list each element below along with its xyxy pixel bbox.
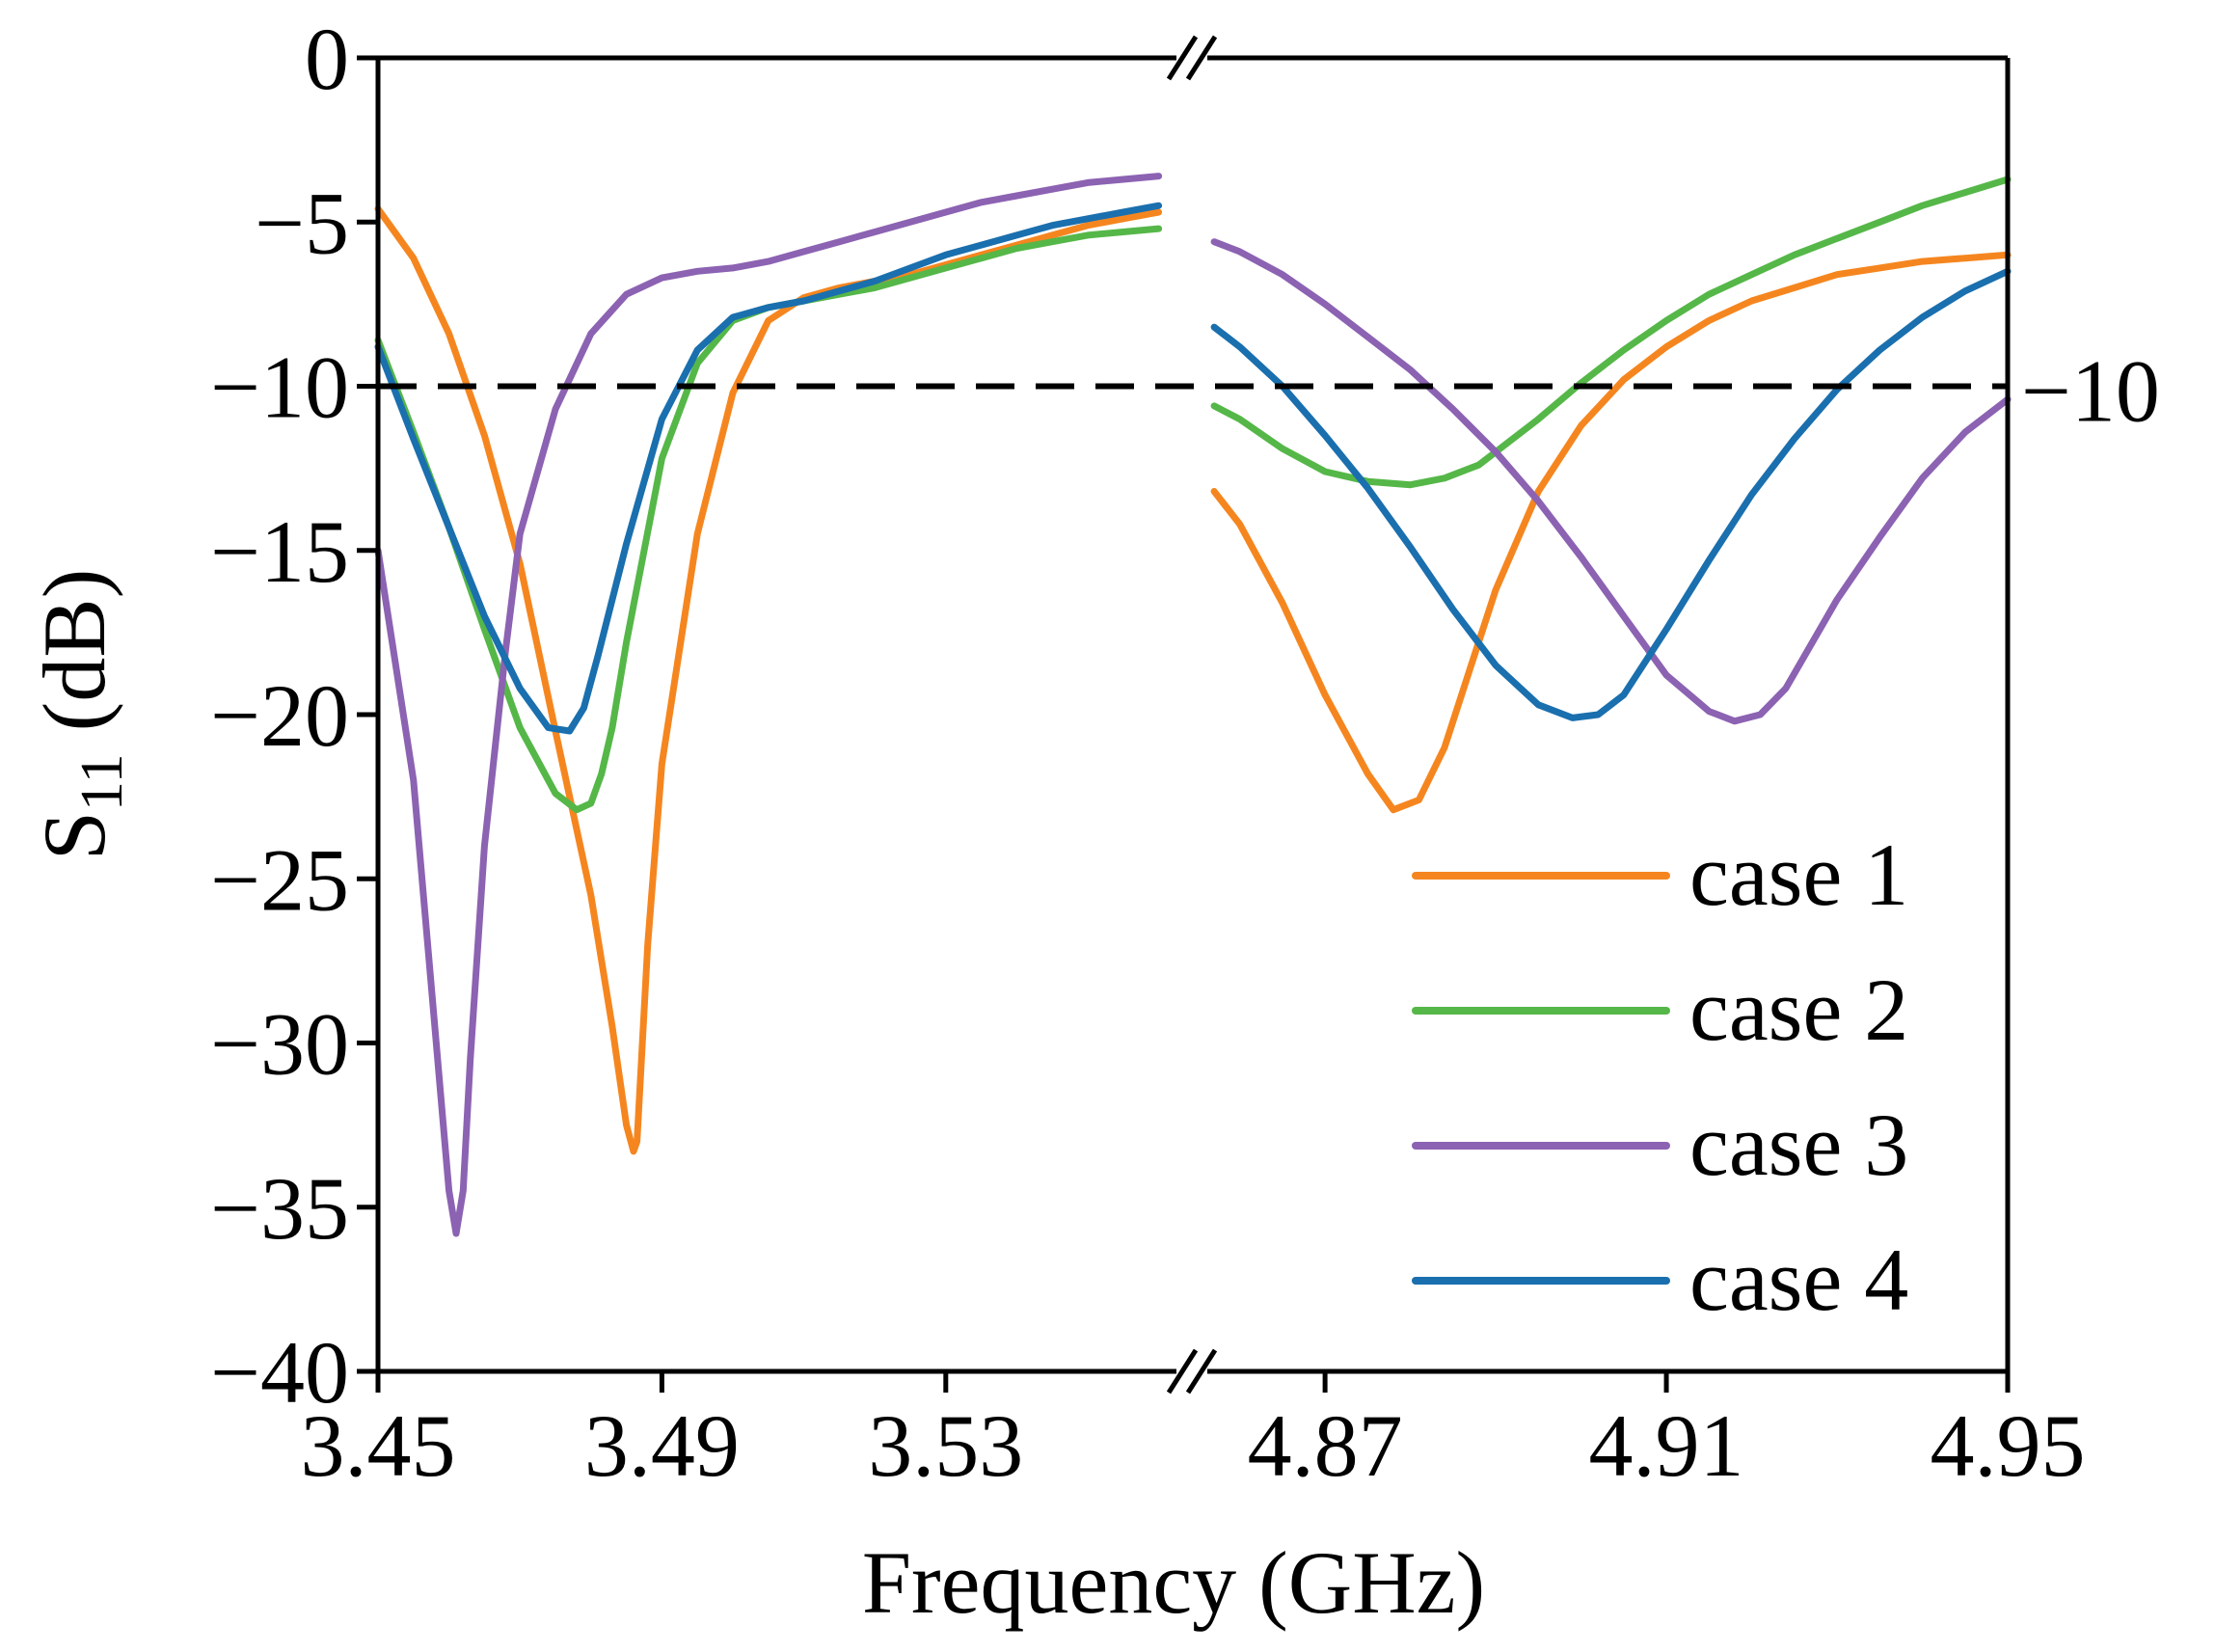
y-tick-label: 0: [305, 10, 349, 108]
axis-break-mark-bottom-1: [1166, 1348, 1199, 1395]
x-tick-label: 3.49: [584, 1396, 740, 1495]
y-tick-label: −25: [210, 830, 349, 929]
series-case-1-line-left: [374, 205, 1163, 1155]
axis-break-mark-bottom-2: [1185, 1348, 1218, 1395]
series-case-3-line-left: [374, 173, 1163, 1237]
x-tick-label: 3.53: [868, 1396, 1023, 1495]
legend: case 1 case 2 case 3 case 4: [1412, 826, 1908, 1329]
legend-label-1: case 1: [1689, 826, 1908, 924]
x-tick-label: 4.87: [1248, 1396, 1403, 1495]
series-case-4-line-right: [1210, 267, 2012, 721]
y-tick-label: −20: [210, 666, 349, 765]
legend-label-2: case 2: [1689, 961, 1908, 1059]
x-tick-label: 4.91: [1589, 1396, 1744, 1495]
legend-label-3: case 3: [1689, 1096, 1908, 1194]
axis-ticks: [357, 55, 2011, 1393]
y-tick-label: −35: [210, 1159, 349, 1258]
x-axis-title: Frequency (GHz): [862, 1533, 1485, 1632]
y-axis-title-unit: (dB): [25, 569, 123, 754]
y-tick-label: −10: [210, 339, 349, 437]
y-tick-label: −30: [210, 995, 349, 1094]
y-tick-label: −15: [210, 502, 349, 601]
reference-line-label: −10: [2021, 342, 2160, 441]
y-tick-label: −5: [255, 174, 349, 272]
series-case-4-line-left: [374, 202, 1163, 735]
legend-label-4: case 4: [1689, 1231, 1908, 1329]
series-case-3-line-right: [1210, 238, 2012, 725]
axis-break-mark-top-2: [1185, 35, 1218, 81]
axis-break-mark-top-1: [1166, 35, 1199, 81]
x-tick-label: 4.95: [1931, 1396, 2086, 1495]
y-tick-label: −40: [210, 1323, 349, 1422]
y-axis-title: S11 (dB): [25, 569, 135, 861]
series-layer: [374, 173, 2012, 1237]
tick-labels: 0 −5 −10 −15 −20 −25 −30 −35 −403.45 3.49 3.53 4.87…: [210, 10, 2085, 1495]
x-tick-label: 3.45: [301, 1396, 456, 1495]
y-axis-title-main: S: [25, 811, 123, 860]
series-case-2-line-left: [374, 225, 1163, 814]
series-case-1-line-right: [1210, 251, 2012, 814]
series-case-2-line-right: [1210, 176, 2012, 489]
y-axis-title-subscript: 11: [69, 753, 135, 811]
